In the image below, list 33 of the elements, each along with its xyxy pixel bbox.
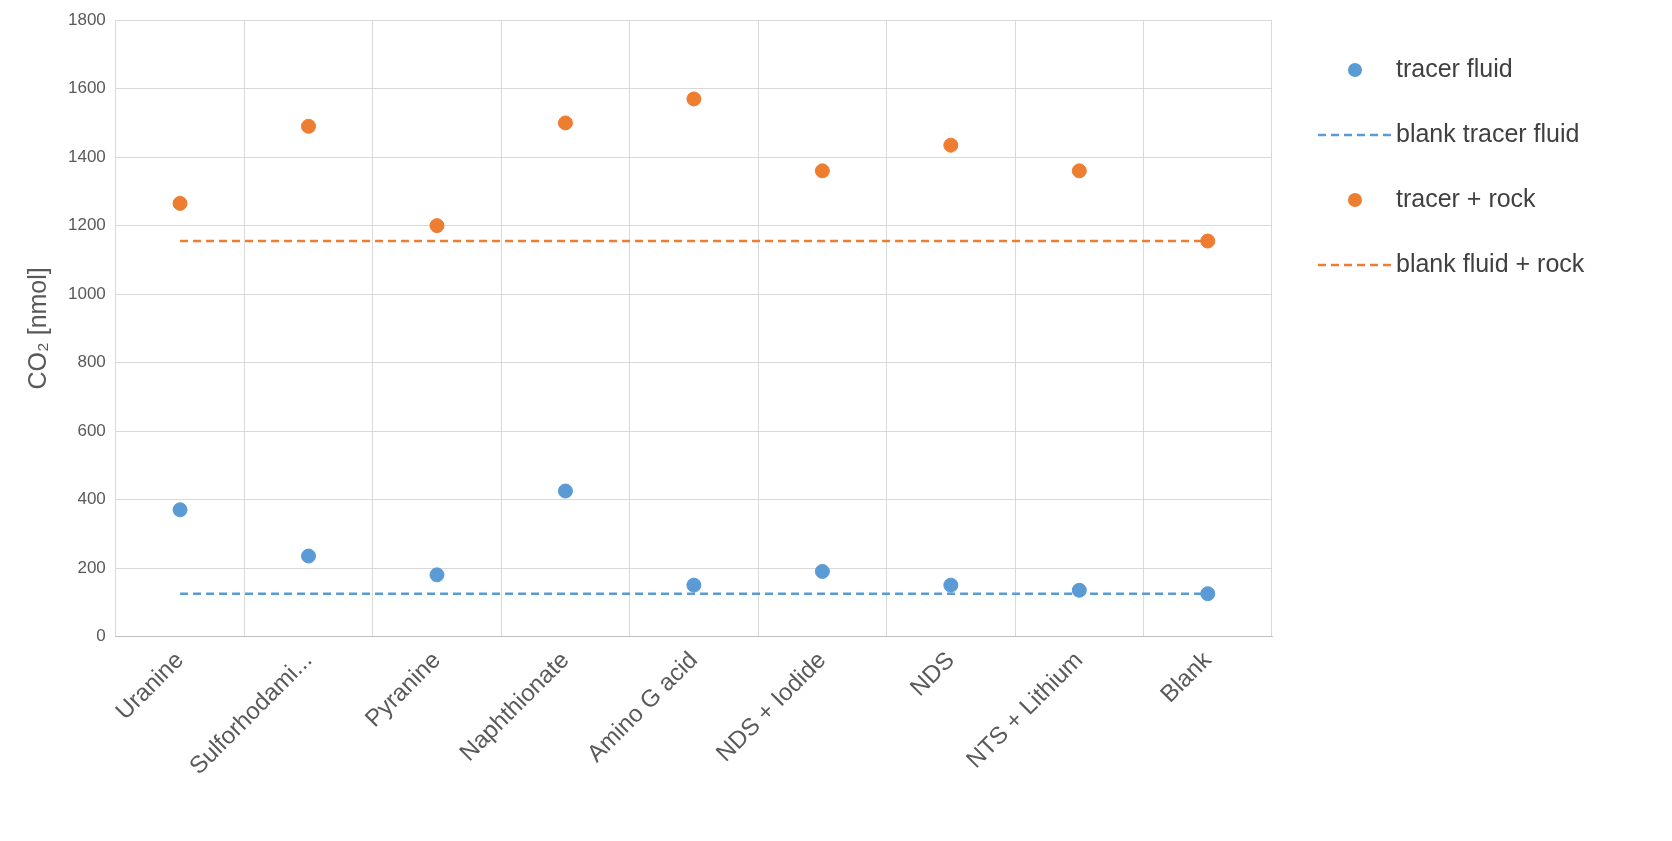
point xyxy=(943,137,959,153)
point xyxy=(429,567,445,583)
y-tick-label: 800 xyxy=(77,352,106,372)
y-axis-title: CO₂ [nmol] xyxy=(22,267,51,390)
y-tick-label: 0 xyxy=(96,626,106,646)
y-tick-label: 1400 xyxy=(67,146,106,166)
y-tick-label: 1000 xyxy=(67,283,106,303)
point xyxy=(1071,582,1087,598)
point xyxy=(814,563,830,579)
point xyxy=(814,163,830,179)
legend-label: blank fluid + rock xyxy=(1396,248,1585,277)
point xyxy=(557,483,573,499)
legend-label: tracer fluid xyxy=(1396,53,1513,82)
point xyxy=(943,577,959,593)
y-tick-label: 600 xyxy=(77,420,106,440)
point xyxy=(557,115,573,131)
y-tick-label: 400 xyxy=(77,489,106,509)
y-tick-label: 200 xyxy=(77,557,106,577)
point xyxy=(429,218,445,234)
point xyxy=(1200,233,1216,249)
point xyxy=(686,577,702,593)
y-tick-label: 1800 xyxy=(67,9,106,29)
y-tick-label: 1200 xyxy=(67,215,106,235)
point xyxy=(172,502,188,518)
point xyxy=(301,118,317,134)
y-tick-label: 1600 xyxy=(67,78,106,98)
point xyxy=(172,195,188,211)
legend-label: tracer + rock xyxy=(1396,183,1537,212)
point xyxy=(301,548,317,564)
point xyxy=(1071,163,1087,179)
point xyxy=(1200,586,1216,602)
legend-label: blank tracer fluid xyxy=(1396,118,1580,147)
point xyxy=(686,91,702,107)
